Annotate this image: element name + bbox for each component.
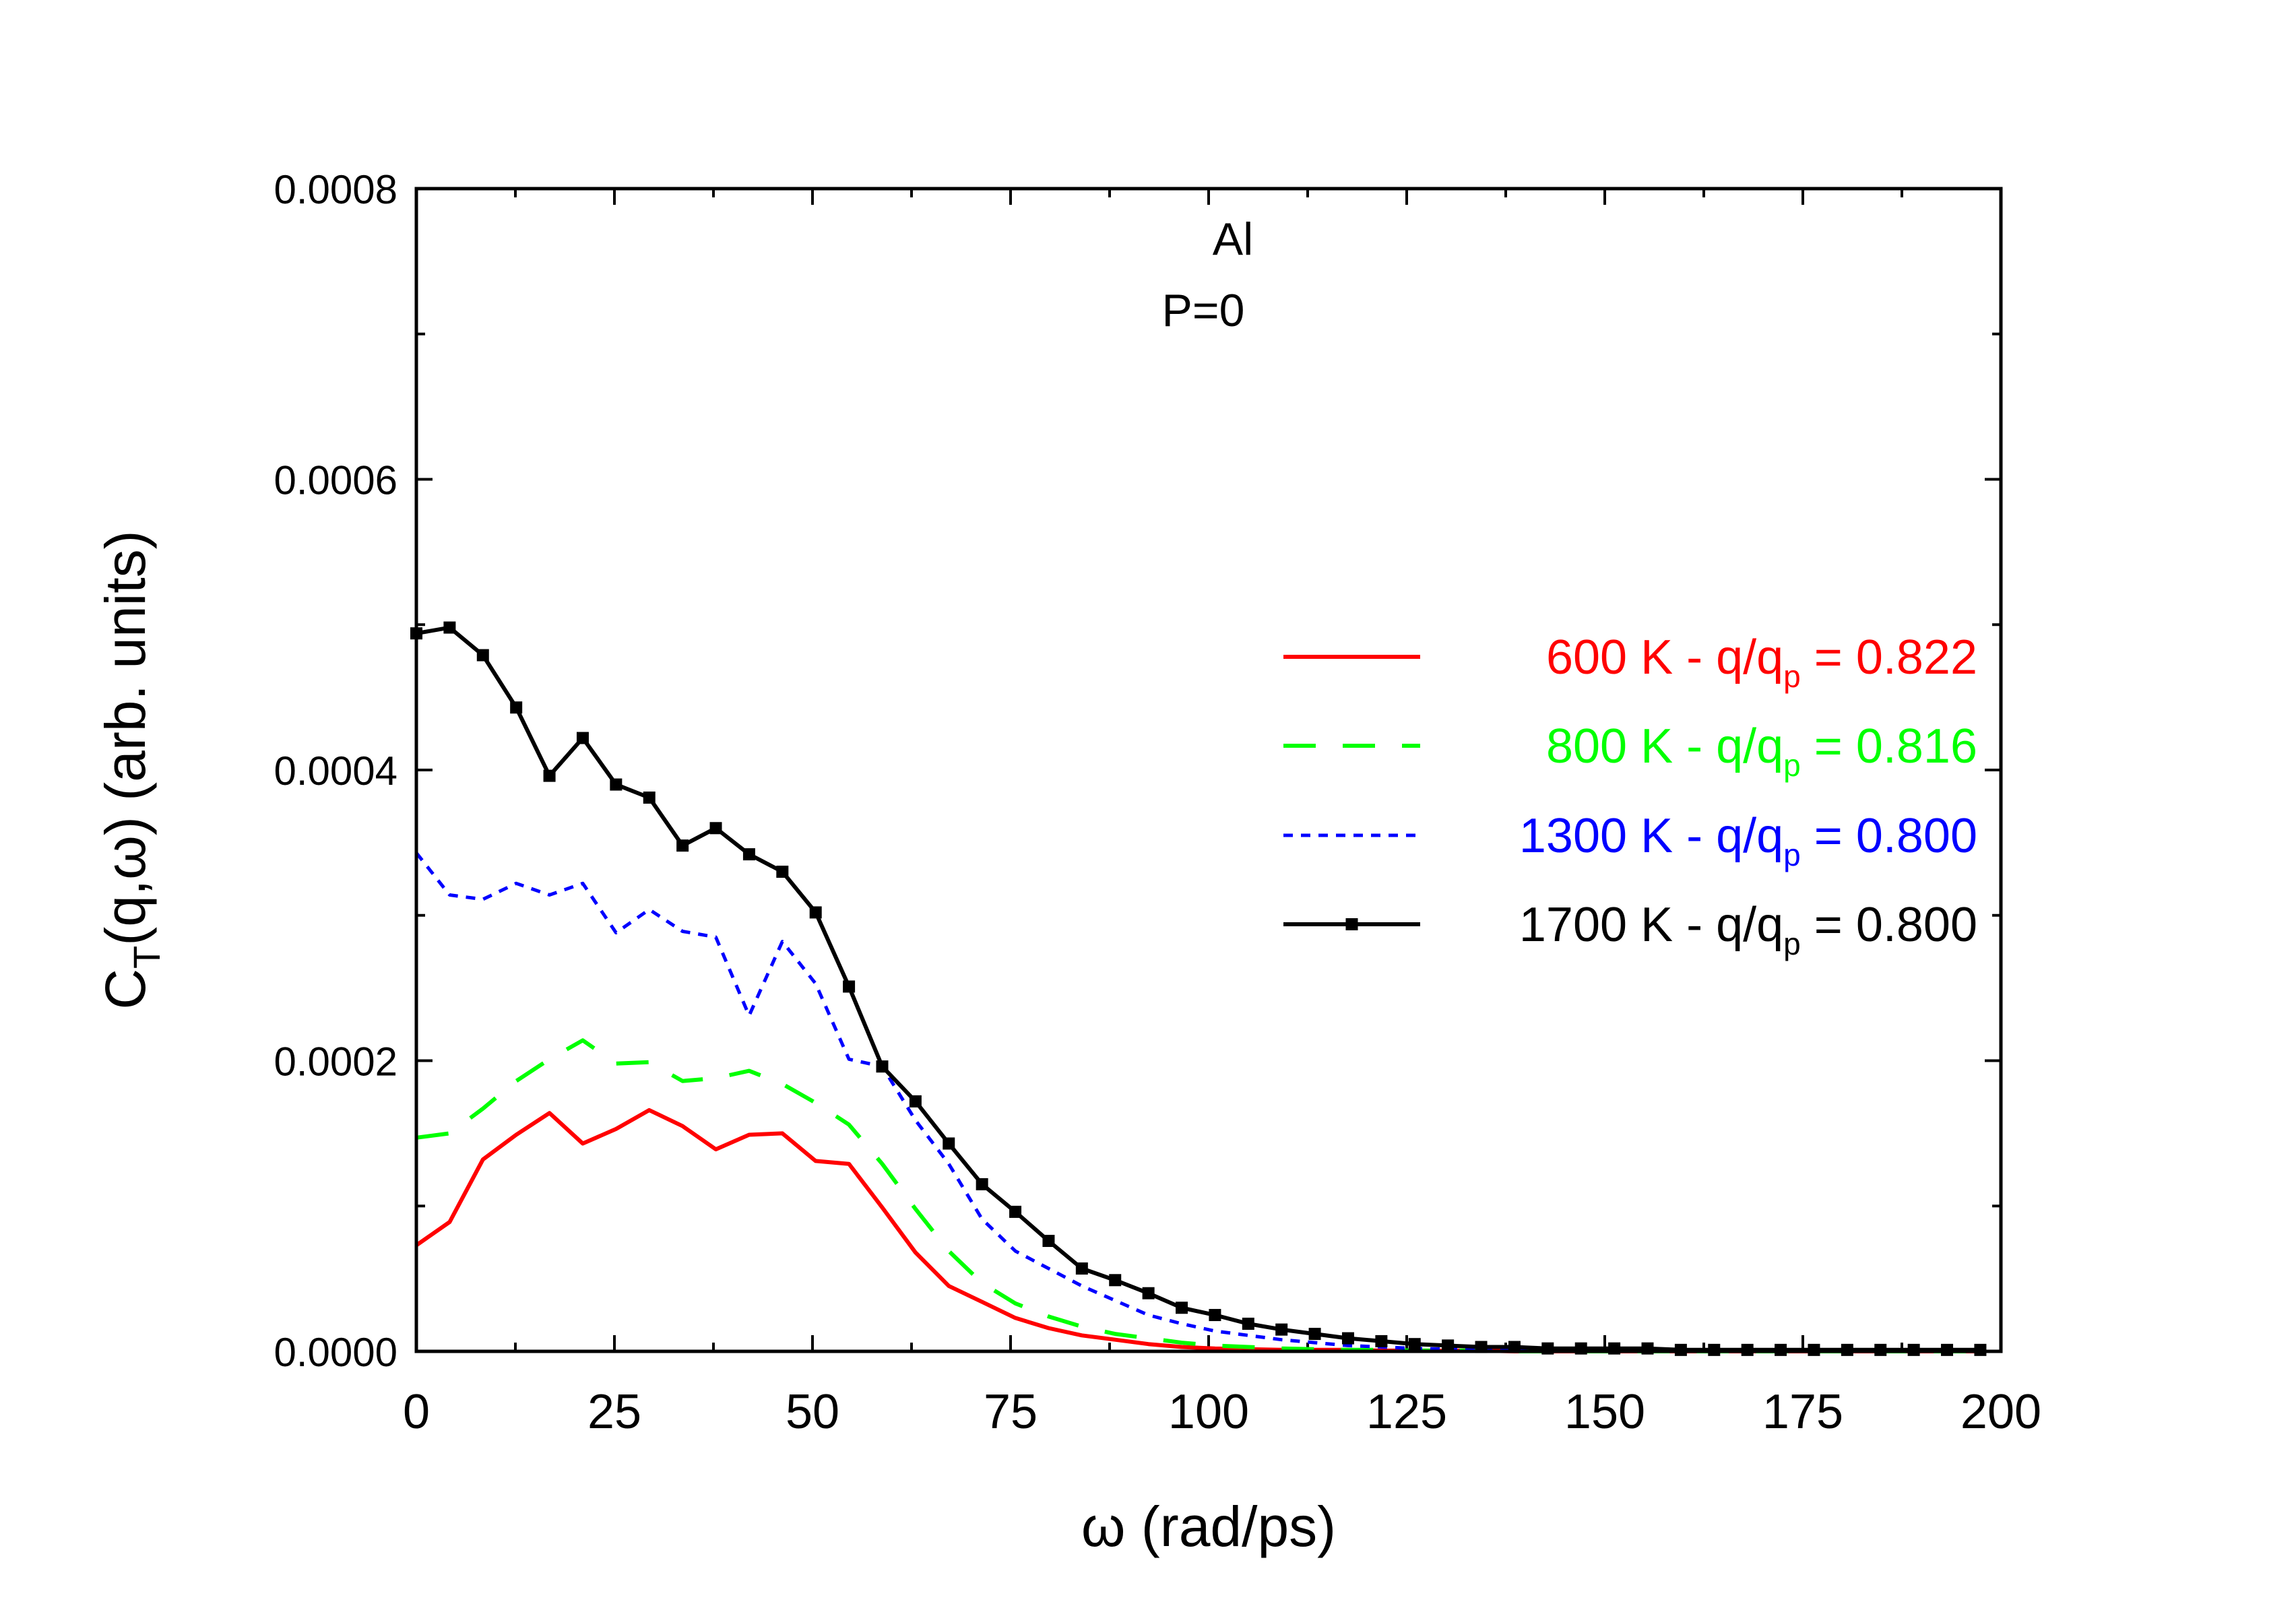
x-tick-label: 150 [1564,1385,1645,1439]
data-point [1442,1339,1455,1352]
data-point [742,848,755,861]
data-point [1341,1332,1354,1345]
data-point [510,701,523,714]
y-axis-label-sub: T [125,946,168,969]
data-point [909,1095,922,1107]
data-point [443,621,456,634]
data-point [1109,1274,1122,1287]
legend-entry: 1300 K - q/qp = 0.800 [1283,809,1977,872]
y-tick-label: 0.0004 [274,748,397,794]
data-point [776,866,789,878]
legend-label: 600 K - q/qp = 0.822 [1546,631,1977,694]
legend: 600 K - q/qp = 0.822 800 K - q/qp = 0.816… [1283,631,1977,961]
data-point [1308,1328,1321,1341]
data-point [476,649,489,662]
legend-label: 1700 K - q/qp = 0.800 [1519,898,1977,961]
y-axis-label-rest: (q,ω) (arb. units) [94,530,157,945]
x-tick-label: 0 [403,1385,430,1439]
annotation-material: Al [1213,214,1253,265]
legend-entry: 1700 K - q/qp = 0.800 [1283,898,1977,961]
y-axis-label: CT(q,ω) (arb. units) [94,530,168,1009]
data-point [1075,1262,1088,1275]
data-point [843,980,856,993]
data-point [1042,1235,1055,1248]
data-point [976,1178,988,1190]
tick-labels: 0 25 50 75 100 125 150 175 200 0.0000 0.0002 0.0004… [274,167,2041,1439]
svg-text:CT(q,ω) (arb. units): CT(q,ω) (arb. units) [94,530,168,1009]
y-tick-label: 0.0008 [274,167,397,212]
data-point [1176,1302,1188,1314]
data-point [1275,1323,1288,1336]
legend-label: 1300 K - q/qp = 0.800 [1519,809,1977,872]
y-tick-label: 0.0006 [274,458,397,503]
data-point [610,778,623,791]
data-point [576,732,589,744]
data-point [1375,1335,1388,1347]
data-point [1209,1309,1221,1322]
data-point [643,791,656,804]
data-point [876,1060,889,1073]
x-tick-label: 200 [1960,1385,2041,1439]
x-axis-label: ω (rad/ps) [1081,1495,1336,1558]
data-point [1408,1338,1421,1351]
data-point [709,822,722,835]
legend-label: 800 K - q/qp = 0.816 [1546,719,1977,783]
x-tick-label: 125 [1366,1385,1447,1439]
plot-frame [414,187,2003,1353]
data-point [1142,1287,1155,1299]
x-tick-label: 75 [984,1385,1038,1439]
series-2 [416,1038,1981,1353]
series-line [416,1038,1981,1353]
data-point [543,769,556,782]
data-point [1009,1205,1022,1218]
x-tick-label: 25 [587,1385,641,1439]
legend-entry: 800 K - q/qp = 0.816 [1283,719,1977,783]
series-1 [415,1107,1981,1353]
annotation-pressure: P=0 [1162,285,1245,336]
data-point [676,839,689,852]
x-tick-label: 175 [1762,1385,1843,1439]
legend-entry: 600 K - q/qp = 0.822 [1283,631,1977,694]
y-axis-label-main: C [94,969,157,1010]
data-point [1242,1318,1254,1330]
series-line [415,1107,1981,1353]
legend-marker [1345,918,1358,930]
x-tick-label: 100 [1168,1385,1249,1439]
data-point [809,906,822,919]
x-tick-label: 50 [786,1385,839,1439]
y-tick-label: 0.0000 [274,1330,397,1375]
data-point [943,1137,955,1150]
y-tick-label: 0.0002 [274,1039,397,1085]
